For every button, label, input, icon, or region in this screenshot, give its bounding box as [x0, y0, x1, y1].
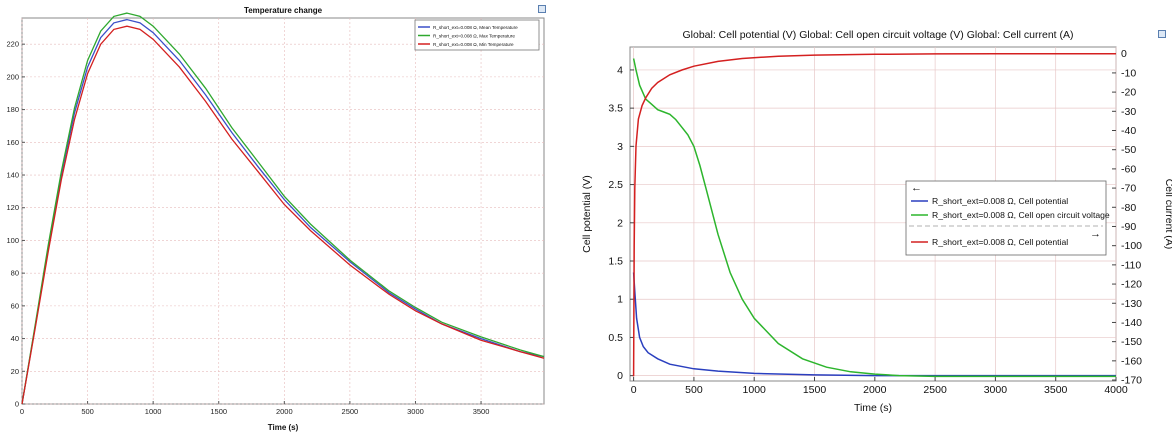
x-tick-label: 0: [631, 384, 637, 396]
chart-title: Temperature change: [244, 6, 323, 15]
y2-tick-label: -20: [1121, 87, 1136, 99]
x-tick-label: 2500: [342, 407, 359, 416]
y-tick-label: 2: [617, 217, 623, 229]
series-line-3: [632, 52, 1116, 377]
legend-label: R_short_ext=0.008 Ω, Min Temperature: [433, 42, 514, 47]
chart-title: Global: Cell potential (V) Global: Cell …: [683, 29, 1074, 41]
x-tick-label: 1000: [743, 384, 767, 396]
y2-tick-label: 0: [1121, 48, 1127, 60]
x-tick-label: 4000: [1104, 384, 1128, 396]
y-tick-label: 3.5: [608, 103, 623, 115]
y2-axis-label: Cell current (A): [1163, 179, 1172, 250]
legend-box: [414, 19, 540, 51]
y-tick-label: 0: [15, 400, 19, 409]
x-tick-label: 3500: [1044, 384, 1068, 396]
y2-tick-label: -70: [1121, 183, 1136, 195]
y2-tick-label: -140: [1121, 317, 1142, 329]
y-tick-label: 220: [6, 40, 19, 49]
y2-tick-label: -150: [1121, 336, 1142, 348]
legend: R_short_ext=0.008 Ω, Mean Temperature R_s…: [414, 19, 540, 51]
y-tick-label: 0.5: [608, 332, 623, 344]
y2-tick-label: -60: [1121, 163, 1136, 175]
y2-tick-label: -40: [1121, 125, 1136, 137]
legend-label: R_short_ext=0.008 Ω, Max Temperature: [433, 34, 515, 39]
series-line-1: [21, 18, 545, 405]
y-tick-label: 180: [6, 105, 19, 114]
y-tick-label: 20: [11, 367, 19, 376]
y2-tick-label: -160: [1121, 355, 1142, 367]
y-tick-label: 0: [617, 370, 623, 382]
y2-tick-label: -10: [1121, 67, 1136, 79]
series-line-2: [21, 12, 545, 405]
legend-right-axis-arrow: →: [1090, 228, 1101, 240]
y-tick-label: 3: [617, 141, 623, 153]
expand-icon[interactable]: [1158, 30, 1166, 38]
legend-label: R_short_ext=0.008 Ω, Mean Temperature: [433, 25, 518, 30]
x-tick-label: 2500: [923, 384, 947, 396]
cell-potential-chart-panel: Global: Cell potential (V) Global: Cell …: [576, 0, 1172, 435]
legend-label: R_short_ext=0.008 Ω, Cell potential: [932, 196, 1068, 206]
x-tick-label: 0: [20, 407, 24, 416]
y-tick-label: 100: [6, 236, 19, 245]
y-tick-label: 80: [11, 269, 19, 278]
y2-tick-label: -30: [1121, 106, 1136, 118]
y-tick-label: 1: [617, 294, 623, 306]
x-axis-label: Time (s): [268, 423, 299, 432]
series-line-3: [21, 25, 545, 405]
y2-tick-label: -110: [1121, 259, 1141, 271]
y2-tick-label: -80: [1121, 202, 1136, 214]
y-tick-label: 40: [11, 334, 19, 343]
y-tick-label: 160: [6, 138, 19, 147]
y-tick-label: 60: [11, 301, 19, 310]
x-axis-label: Time (s): [854, 402, 892, 414]
y-tick-label: 140: [6, 171, 19, 180]
y-tick-label: 4: [617, 64, 623, 76]
legend-label: R_short_ext=0.008 Ω, Cell open circuit v…: [932, 210, 1110, 220]
legend-box: [905, 180, 1107, 256]
x-tick-label: 1500: [803, 384, 827, 396]
y2-tick-label: -130: [1121, 298, 1142, 310]
x-tick-label: 1500: [210, 407, 227, 416]
y2-tick-label: -90: [1121, 221, 1136, 233]
y2-tick-label: -170: [1121, 375, 1142, 387]
legend-label: R_short_ext=0.008 Ω, Cell potential: [932, 237, 1068, 247]
legend-left-axis-arrow: ←: [911, 182, 922, 194]
expand-icon[interactable]: [538, 5, 546, 13]
x-tick-label: 2000: [863, 384, 887, 396]
series-line-2: [632, 58, 1116, 378]
y2-tick-label: -120: [1121, 279, 1142, 291]
x-tick-label: 3500: [473, 407, 490, 416]
plot-area: [21, 17, 545, 405]
x-tick-label: 2000: [276, 407, 293, 416]
x-tick-label: 1000: [145, 407, 162, 416]
x-tick-label: 500: [685, 384, 703, 396]
y-tick-label: 1.5: [608, 256, 623, 268]
x-tick-label: 500: [81, 407, 94, 416]
y-axis-label: Cell potential (V): [581, 175, 593, 253]
y-tick-label: 2.5: [608, 179, 623, 191]
temperature-chart-panel: Temperature change 0 500 1000 1500 2000 2500 30…: [0, 0, 548, 435]
y2-tick-label: -100: [1121, 240, 1142, 252]
y-tick-label: 120: [6, 203, 19, 212]
cell-potential-chart: Global: Cell potential (V) Global: Cell …: [581, 29, 1172, 414]
y-tick-label: 200: [6, 72, 19, 81]
legend: ← R_short_ext=0.008 Ω, Cell potential R_sh…: [905, 180, 1110, 256]
x-tick-label: 3000: [984, 384, 1008, 396]
x-tick-label: 3000: [407, 407, 424, 416]
y2-tick-label: -50: [1121, 144, 1136, 156]
